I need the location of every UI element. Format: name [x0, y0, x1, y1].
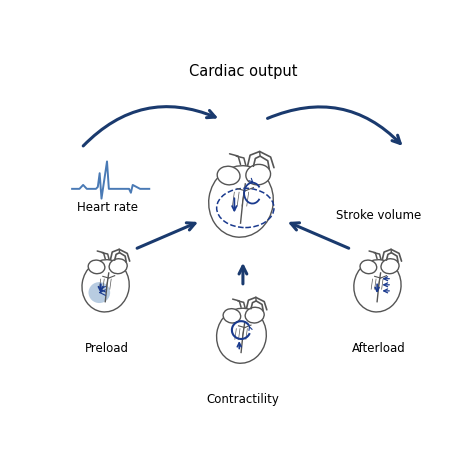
Text: Preload: Preload	[85, 342, 129, 355]
Ellipse shape	[82, 260, 129, 312]
Ellipse shape	[360, 260, 377, 274]
Ellipse shape	[223, 309, 241, 323]
Ellipse shape	[246, 164, 271, 185]
Ellipse shape	[245, 307, 264, 323]
Ellipse shape	[89, 282, 110, 303]
Ellipse shape	[88, 260, 105, 274]
Text: Cardiac output: Cardiac output	[189, 64, 297, 79]
Ellipse shape	[217, 166, 240, 185]
Ellipse shape	[109, 259, 127, 274]
Text: Heart rate: Heart rate	[76, 201, 137, 214]
Ellipse shape	[354, 260, 401, 312]
Ellipse shape	[217, 308, 266, 363]
Text: Contractility: Contractility	[207, 394, 279, 407]
Ellipse shape	[381, 259, 399, 274]
Text: Afterload: Afterload	[352, 342, 406, 355]
Ellipse shape	[209, 166, 273, 237]
Text: Stroke volume: Stroke volume	[336, 209, 421, 222]
